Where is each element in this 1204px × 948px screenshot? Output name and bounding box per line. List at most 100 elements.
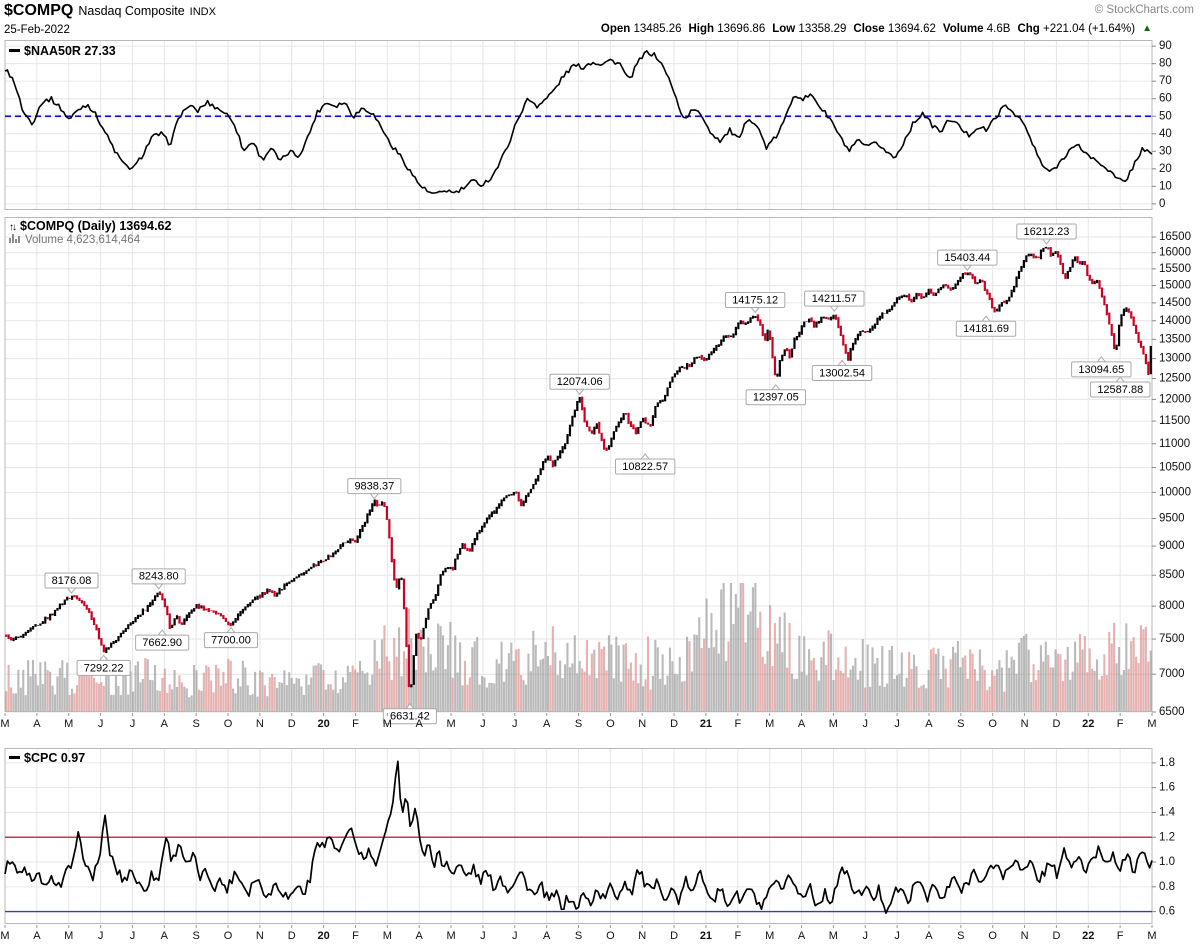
chg-up-arrow-icon: ▲ bbox=[1142, 23, 1152, 34]
svg-text:22: 22 bbox=[1082, 718, 1094, 730]
svg-text:0.6: 0.6 bbox=[1159, 906, 1175, 918]
svg-text:1.0: 1.0 bbox=[1159, 856, 1175, 868]
svg-text:1.2: 1.2 bbox=[1159, 831, 1175, 843]
cpc-legend: $CPC 0.97 bbox=[9, 751, 85, 765]
svg-text:16000: 16000 bbox=[1159, 247, 1191, 259]
svg-text:6631.42: 6631.42 bbox=[390, 711, 430, 723]
high-label: High bbox=[688, 23, 715, 35]
svg-text:J: J bbox=[98, 718, 104, 730]
svg-text:10822.57: 10822.57 bbox=[622, 461, 668, 473]
svg-text:D: D bbox=[1052, 930, 1060, 942]
line-swatch-icon bbox=[9, 49, 20, 52]
svg-text:9000: 9000 bbox=[1159, 540, 1185, 552]
svg-text:S: S bbox=[957, 718, 964, 730]
svg-text:22: 22 bbox=[1082, 930, 1094, 942]
svg-text:F: F bbox=[352, 930, 359, 942]
svg-text:F: F bbox=[734, 930, 741, 942]
svg-text:13094.65: 13094.65 bbox=[1078, 364, 1124, 376]
svg-text:J: J bbox=[130, 930, 136, 942]
volume-legend-text: Volume 4,623,614,464 bbox=[25, 234, 141, 246]
svg-text:N: N bbox=[256, 930, 264, 942]
svg-text:A: A bbox=[543, 930, 551, 942]
chg-value: +221.04 (+1.64%) bbox=[1043, 23, 1136, 35]
svg-text:13500: 13500 bbox=[1159, 333, 1191, 345]
svg-text:1.6: 1.6 bbox=[1159, 782, 1175, 794]
svg-text:7700.00: 7700.00 bbox=[211, 635, 251, 647]
svg-text:M: M bbox=[1147, 930, 1156, 942]
svg-text:8176.08: 8176.08 bbox=[52, 575, 92, 587]
svg-text:6500: 6500 bbox=[1159, 706, 1185, 718]
svg-text:S: S bbox=[575, 930, 582, 942]
svg-text:14175.12: 14175.12 bbox=[732, 294, 778, 306]
svg-text:M: M bbox=[64, 930, 73, 942]
svg-text:11000: 11000 bbox=[1159, 438, 1190, 450]
svg-text:12074.06: 12074.06 bbox=[557, 376, 603, 388]
naa50r-legend: $NAA50R 27.33 bbox=[9, 44, 116, 58]
svg-text:M: M bbox=[829, 718, 838, 730]
high-value: 13696.86 bbox=[717, 23, 766, 35]
svg-text:S: S bbox=[192, 718, 199, 730]
svg-text:14500: 14500 bbox=[1159, 297, 1191, 309]
svg-text:15500: 15500 bbox=[1159, 263, 1191, 275]
svg-text:8500: 8500 bbox=[1159, 569, 1185, 581]
svg-text:A: A bbox=[416, 930, 424, 942]
svg-text:D: D bbox=[1052, 718, 1060, 730]
svg-text:12000: 12000 bbox=[1159, 393, 1191, 405]
low-value: 13358.29 bbox=[798, 23, 847, 35]
svg-text:14000: 14000 bbox=[1159, 315, 1191, 327]
svg-text:F: F bbox=[1117, 718, 1124, 730]
svg-text:D: D bbox=[288, 930, 296, 942]
svg-text:A: A bbox=[925, 930, 933, 942]
svg-text:O: O bbox=[224, 718, 233, 730]
svg-text:10: 10 bbox=[1159, 180, 1172, 192]
svg-text:20: 20 bbox=[317, 718, 329, 730]
svg-text:7662.90: 7662.90 bbox=[142, 637, 182, 649]
svg-text:0.8: 0.8 bbox=[1159, 881, 1175, 893]
svg-text:J: J bbox=[894, 930, 900, 942]
svg-text:N: N bbox=[1021, 930, 1029, 942]
exchange-label: INDX bbox=[189, 6, 216, 18]
svg-text:O: O bbox=[224, 930, 233, 942]
svg-text:F: F bbox=[352, 718, 359, 730]
svg-text:D: D bbox=[288, 718, 296, 730]
cpc-legend-text: $CPC 0.97 bbox=[24, 751, 86, 765]
svg-text:7500: 7500 bbox=[1159, 633, 1185, 645]
svg-text:J: J bbox=[863, 930, 869, 942]
svg-text:J: J bbox=[480, 718, 486, 730]
svg-text:7292.22: 7292.22 bbox=[84, 662, 124, 674]
svg-text:12500: 12500 bbox=[1159, 373, 1191, 385]
svg-text:0: 0 bbox=[1159, 198, 1165, 210]
svg-text:13000: 13000 bbox=[1159, 353, 1191, 365]
svg-text:A: A bbox=[925, 718, 933, 730]
svg-text:N: N bbox=[1021, 718, 1029, 730]
svg-text:90: 90 bbox=[1159, 40, 1172, 52]
open-label: Open bbox=[600, 23, 631, 35]
svg-text:M: M bbox=[446, 930, 455, 942]
svg-text:A: A bbox=[543, 718, 551, 730]
svg-text:80: 80 bbox=[1159, 58, 1172, 70]
close-label: Close bbox=[853, 23, 885, 35]
svg-text:D: D bbox=[670, 718, 678, 730]
svg-text:60: 60 bbox=[1159, 93, 1172, 105]
svg-text:20: 20 bbox=[1159, 163, 1172, 175]
line-swatch-icon bbox=[9, 756, 20, 759]
svg-text:M: M bbox=[829, 930, 838, 942]
svg-text:12397.05: 12397.05 bbox=[753, 392, 799, 404]
svg-text:8000: 8000 bbox=[1159, 600, 1185, 612]
svg-text:1.8: 1.8 bbox=[1159, 757, 1175, 769]
svg-text:M: M bbox=[383, 930, 392, 942]
svg-text:N: N bbox=[638, 930, 646, 942]
svg-text:11500: 11500 bbox=[1159, 415, 1190, 427]
svg-text:20: 20 bbox=[317, 930, 329, 942]
svg-text:A: A bbox=[798, 718, 806, 730]
svg-text:D: D bbox=[670, 930, 678, 942]
month-axis-lower: M A M J J A S O N D 20 F M A M J J A S O N D 21 F M A M J J A S O N D 22 F M bbox=[0, 925, 1157, 942]
svg-text:M: M bbox=[64, 718, 73, 730]
svg-text:A: A bbox=[161, 930, 169, 942]
chg-label: Chg bbox=[1017, 23, 1040, 35]
svg-text:9500: 9500 bbox=[1159, 513, 1185, 525]
svg-text:40: 40 bbox=[1159, 128, 1172, 140]
svg-text:A: A bbox=[798, 930, 806, 942]
svg-text:10000: 10000 bbox=[1159, 486, 1191, 498]
